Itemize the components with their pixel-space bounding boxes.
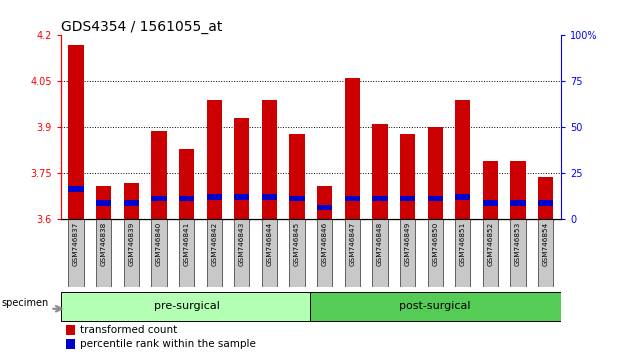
Bar bbox=[66, 339, 75, 349]
Text: GSM746845: GSM746845 bbox=[294, 222, 300, 266]
Bar bbox=[96, 200, 112, 206]
Bar bbox=[510, 161, 526, 219]
FancyBboxPatch shape bbox=[234, 219, 249, 287]
Bar bbox=[69, 45, 84, 219]
Text: GSM746849: GSM746849 bbox=[404, 222, 411, 266]
Bar bbox=[69, 186, 84, 192]
Bar bbox=[262, 194, 277, 200]
Bar bbox=[66, 325, 75, 335]
FancyBboxPatch shape bbox=[206, 219, 222, 287]
Bar bbox=[483, 200, 498, 206]
Bar bbox=[124, 183, 139, 219]
Bar bbox=[262, 100, 277, 219]
Bar bbox=[234, 118, 249, 219]
Text: GSM746854: GSM746854 bbox=[543, 222, 549, 266]
FancyBboxPatch shape bbox=[372, 219, 388, 287]
Bar bbox=[483, 161, 498, 219]
Bar bbox=[455, 194, 470, 200]
Text: GSM746850: GSM746850 bbox=[432, 222, 438, 266]
FancyBboxPatch shape bbox=[69, 219, 84, 287]
Text: pre-surgical: pre-surgical bbox=[154, 301, 219, 311]
Text: GSM746841: GSM746841 bbox=[183, 222, 190, 266]
Bar bbox=[538, 177, 553, 219]
FancyBboxPatch shape bbox=[510, 219, 526, 287]
Bar bbox=[179, 149, 194, 219]
Bar bbox=[124, 200, 139, 206]
Text: transformed count: transformed count bbox=[80, 325, 177, 335]
Text: GSM746837: GSM746837 bbox=[73, 222, 79, 266]
Text: percentile rank within the sample: percentile rank within the sample bbox=[80, 339, 256, 349]
Bar bbox=[510, 200, 526, 206]
FancyBboxPatch shape bbox=[124, 219, 139, 287]
Text: GSM746843: GSM746843 bbox=[239, 222, 245, 266]
FancyBboxPatch shape bbox=[290, 219, 304, 287]
Bar bbox=[428, 127, 443, 219]
Bar bbox=[96, 186, 112, 219]
Text: GSM746851: GSM746851 bbox=[460, 222, 466, 266]
FancyBboxPatch shape bbox=[317, 219, 332, 287]
Text: GSM746839: GSM746839 bbox=[128, 222, 135, 266]
FancyBboxPatch shape bbox=[345, 219, 360, 287]
Text: GDS4354 / 1561055_at: GDS4354 / 1561055_at bbox=[61, 21, 222, 34]
FancyBboxPatch shape bbox=[400, 219, 415, 287]
FancyBboxPatch shape bbox=[455, 219, 470, 287]
Text: GSM746840: GSM746840 bbox=[156, 222, 162, 266]
FancyBboxPatch shape bbox=[61, 292, 312, 321]
Bar bbox=[206, 194, 222, 200]
Bar bbox=[151, 195, 167, 201]
Bar bbox=[538, 200, 553, 206]
Bar bbox=[290, 133, 304, 219]
Bar bbox=[151, 131, 167, 219]
FancyBboxPatch shape bbox=[262, 219, 277, 287]
Text: GSM746838: GSM746838 bbox=[101, 222, 106, 266]
Text: post-surgical: post-surgical bbox=[399, 301, 471, 311]
Bar bbox=[317, 205, 332, 210]
Bar bbox=[206, 100, 222, 219]
Text: GSM746852: GSM746852 bbox=[487, 222, 494, 266]
FancyBboxPatch shape bbox=[96, 219, 112, 287]
Bar bbox=[345, 78, 360, 219]
Bar bbox=[372, 124, 388, 219]
FancyBboxPatch shape bbox=[483, 219, 498, 287]
Bar bbox=[372, 195, 388, 201]
FancyBboxPatch shape bbox=[538, 219, 553, 287]
Text: GSM746853: GSM746853 bbox=[515, 222, 521, 266]
Bar bbox=[179, 195, 194, 201]
FancyBboxPatch shape bbox=[151, 219, 167, 287]
Text: GSM746844: GSM746844 bbox=[267, 222, 272, 266]
FancyBboxPatch shape bbox=[310, 292, 561, 321]
Bar bbox=[428, 195, 443, 201]
Text: specimen: specimen bbox=[1, 298, 49, 308]
Bar bbox=[400, 195, 415, 201]
Text: GSM746842: GSM746842 bbox=[211, 222, 217, 266]
Text: GSM746848: GSM746848 bbox=[377, 222, 383, 266]
Bar bbox=[455, 100, 470, 219]
Bar bbox=[234, 194, 249, 200]
Bar bbox=[317, 186, 332, 219]
FancyBboxPatch shape bbox=[428, 219, 443, 287]
Text: GSM746846: GSM746846 bbox=[322, 222, 328, 266]
Bar bbox=[345, 195, 360, 201]
FancyBboxPatch shape bbox=[179, 219, 194, 287]
Text: GSM746847: GSM746847 bbox=[349, 222, 355, 266]
Bar bbox=[290, 195, 304, 201]
Bar bbox=[400, 133, 415, 219]
